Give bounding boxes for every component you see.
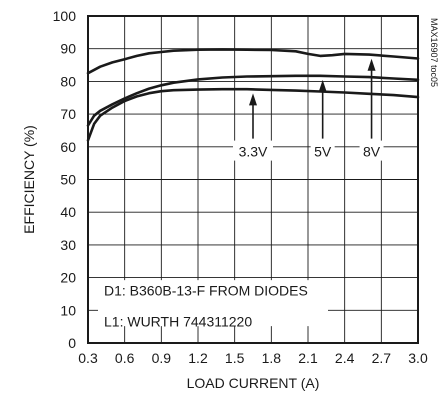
annotation-line-2: L1: WURTH 744311220: [104, 314, 252, 330]
annotation-background: [98, 280, 328, 327]
y-tick-labels: 0 10 20 30 40 50 60 70 80 90 100: [53, 8, 77, 351]
x-tick-label: 1.5: [225, 350, 245, 366]
x-tick-label: 0.6: [115, 350, 135, 366]
y-axis-label: EFFICIENCY (%): [21, 125, 37, 234]
series-line-5V: [86, 74, 420, 127]
callout-label: 8V: [363, 144, 381, 160]
x-tick-label: 2.7: [372, 350, 392, 366]
callout-label: 5V: [314, 144, 332, 160]
callout-label: 3.3V: [239, 144, 268, 160]
series-line-8V: [86, 48, 420, 75]
y-tick-label: 50: [60, 172, 76, 188]
y-tick-label: 30: [60, 237, 76, 253]
x-tick-label: 2.4: [335, 350, 355, 366]
x-tick-label: 0.3: [78, 350, 98, 366]
callout-arrow-head: [249, 93, 257, 106]
x-tick-label: 0.9: [152, 350, 172, 366]
y-tick-label: 100: [53, 8, 77, 24]
callout-layer: 3.3V 5V 8V: [233, 58, 384, 161]
series-line-3-3V: [86, 87, 420, 142]
callout-arrow-head: [318, 79, 327, 92]
series-layer: [86, 48, 420, 142]
y-tick-label: 0: [68, 335, 76, 351]
y-tick-label: 60: [60, 139, 76, 155]
callout-bg: [310, 140, 335, 161]
y-tick-label: 70: [60, 106, 76, 122]
annotation-line-1: D1: B360B-13-F FROM DIODES: [104, 283, 308, 299]
x-tick-label: 3.0: [408, 350, 428, 366]
x-tick-label: 1.8: [262, 350, 282, 366]
y-tick-label: 20: [60, 270, 76, 286]
x-tick-labels: 0.3 0.6 0.9 1.2 1.5 1.8 2.1 2.4 2.7 3.0: [78, 350, 428, 366]
y-tick-label: 80: [60, 73, 76, 89]
y-tick-label: 90: [60, 41, 76, 57]
x-tick-label: 1.2: [188, 350, 208, 366]
callout-arrow-head: [367, 58, 376, 71]
x-tick-label: 2.1: [298, 350, 318, 366]
y-tick-label: 10: [60, 302, 76, 318]
callout-bg: [359, 140, 384, 161]
x-axis-label: LOAD CURRENT (A): [187, 375, 320, 391]
plot-frame: [87, 15, 419, 344]
callout-bg: [233, 140, 273, 161]
figure-id: MAX16907 toc05: [429, 18, 439, 87]
y-tick-label: 40: [60, 204, 76, 220]
annotation-box: D1: B360B-13-F FROM DIODES L1: WURTH 744…: [98, 280, 328, 330]
